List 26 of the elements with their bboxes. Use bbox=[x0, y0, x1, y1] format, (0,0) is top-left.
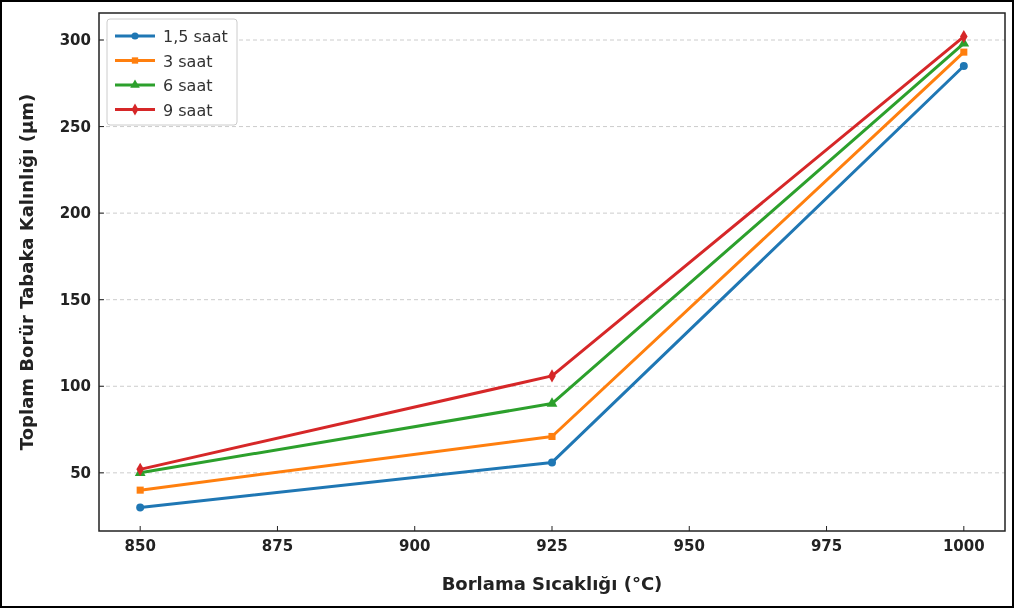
y-tick-label: 250 bbox=[59, 117, 91, 136]
point bbox=[136, 503, 145, 512]
x-tick-label: 975 bbox=[810, 537, 843, 555]
point bbox=[546, 397, 558, 407]
legend-label: 6 saat bbox=[163, 76, 213, 95]
y-axis-title: Toplam Borür Tabaka Kalınlığı (µm) bbox=[16, 93, 37, 451]
y-tick-label: 50 bbox=[70, 463, 91, 482]
legend-label: 9 saat bbox=[163, 100, 213, 120]
y-tick-label: 150 bbox=[59, 290, 91, 309]
x-tick-label: 1000 bbox=[942, 537, 985, 555]
x-tick-label: 925 bbox=[536, 537, 568, 555]
legend-label: 1,5 saat bbox=[163, 27, 228, 46]
x-tick-label: 900 bbox=[399, 537, 431, 555]
x-tick-label: 950 bbox=[673, 537, 705, 555]
point bbox=[959, 62, 968, 70]
y-tick-label: 100 bbox=[59, 377, 91, 396]
y-tick-label: 200 bbox=[59, 204, 91, 223]
point bbox=[548, 458, 556, 467]
x-tick-label: 875 bbox=[261, 537, 294, 555]
legend-label: 3 saat bbox=[163, 51, 213, 71]
point bbox=[960, 48, 968, 56]
y-tick-label: 300 bbox=[59, 31, 91, 50]
x-axis-title: Borlama Sıcaklığı (°C) bbox=[441, 573, 663, 594]
x-tick-label: 850 bbox=[124, 537, 156, 555]
point bbox=[548, 432, 556, 441]
point bbox=[136, 486, 144, 494]
